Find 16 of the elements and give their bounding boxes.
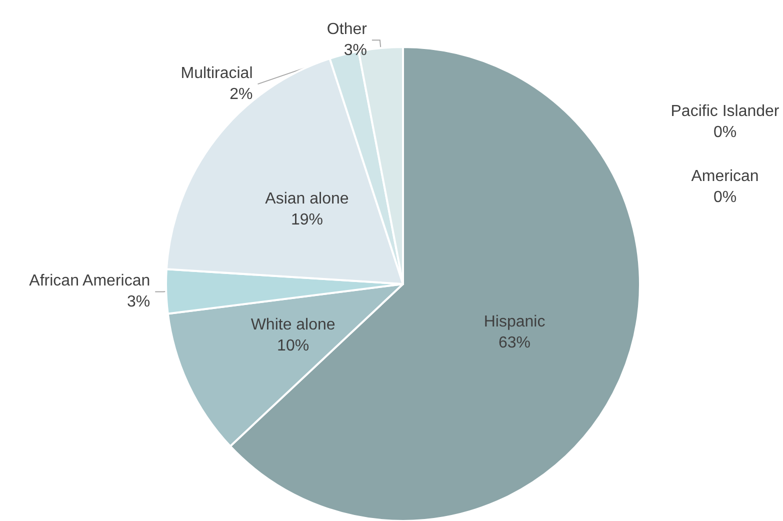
- slice-label: Multiracial: [180, 65, 253, 82]
- slice-label: White alone: [250, 316, 336, 334]
- data-label: 19%: [290, 212, 324, 229]
- text: 0%: [713, 124, 737, 141]
- category-label: American: [691, 168, 759, 185]
- slice-label: Hispanic: [484, 313, 546, 330]
- category-label: Pacific Islander: [670, 103, 780, 120]
- data-label: 10%: [277, 338, 310, 355]
- slice-label: Asian alone: [265, 190, 349, 208]
- slice-label: Other: [326, 21, 368, 38]
- text: 0%: [713, 189, 737, 206]
- data-label: 2%: [230, 86, 253, 104]
- data-label: 3%: [126, 294, 150, 311]
- slice-label: African American: [29, 272, 150, 290]
- data-label: 3%: [344, 42, 367, 60]
- data-label: 63%: [498, 334, 531, 352]
